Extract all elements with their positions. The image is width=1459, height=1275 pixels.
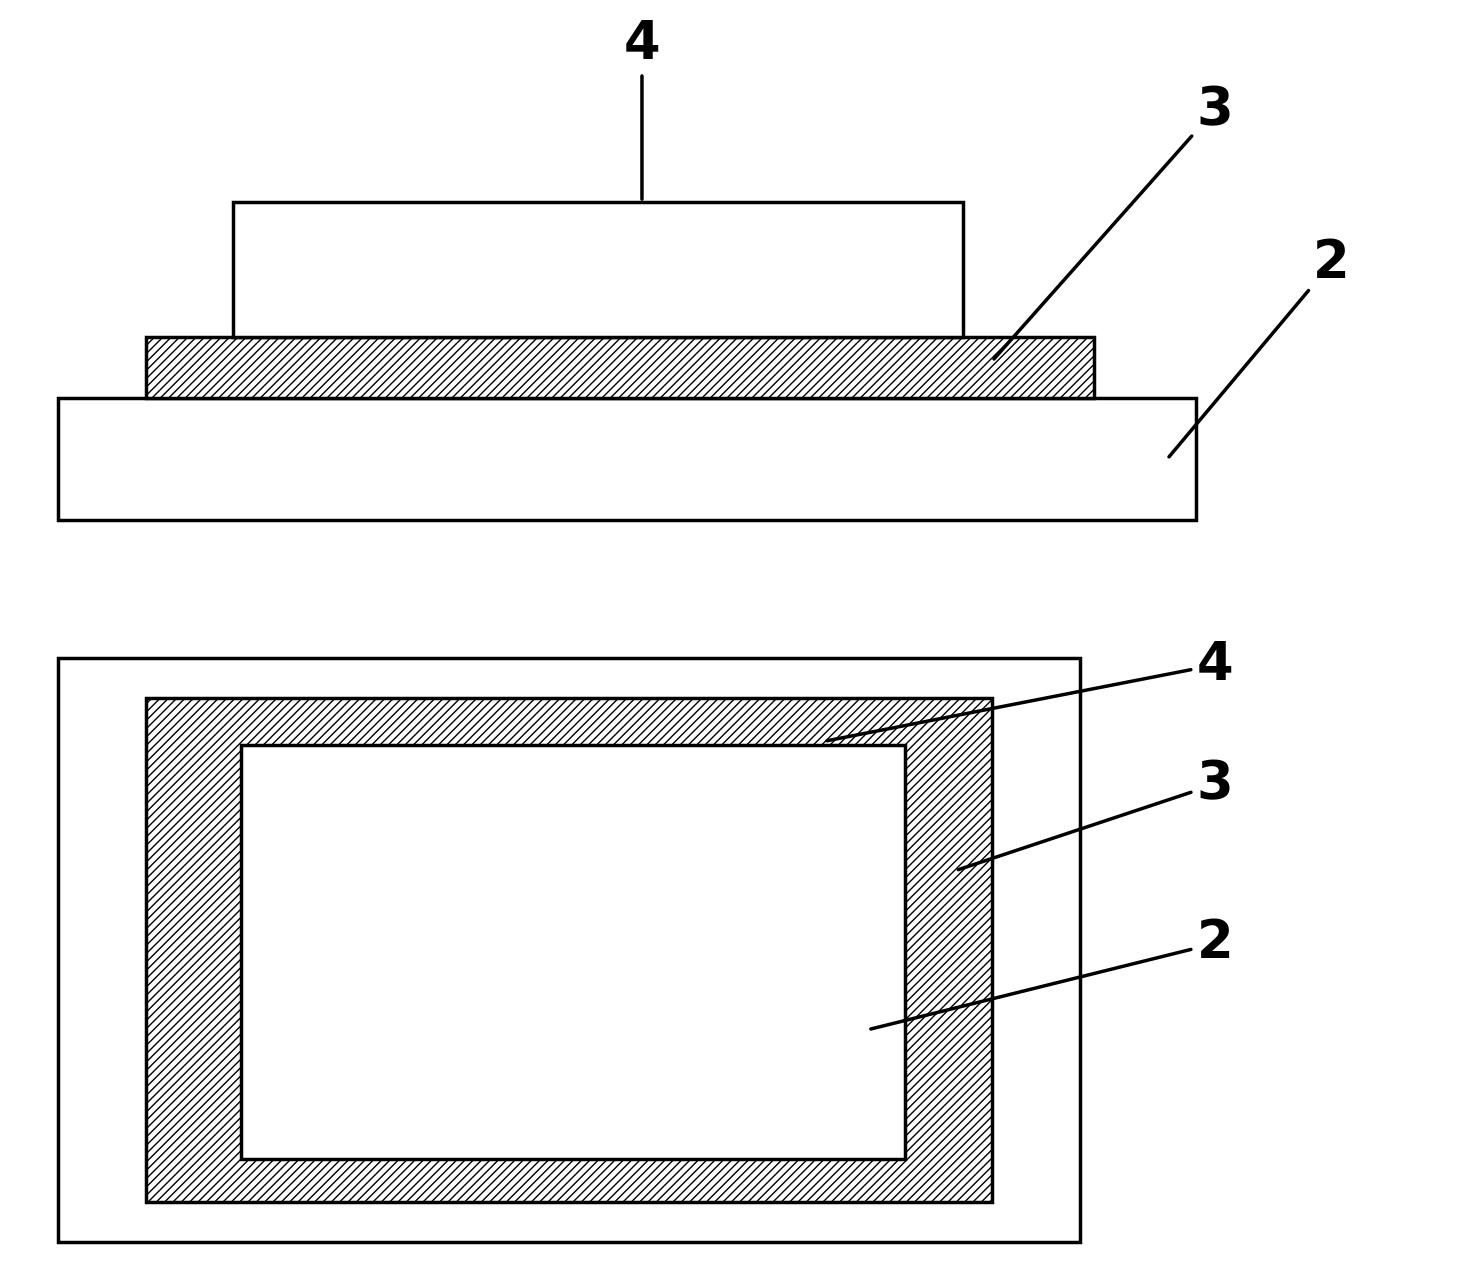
- Bar: [146, 699, 992, 1202]
- Bar: [58, 398, 1196, 520]
- Text: 4: 4: [623, 18, 661, 199]
- Text: 4: 4: [827, 639, 1233, 741]
- Bar: [241, 745, 905, 1159]
- Bar: [146, 337, 1094, 398]
- Text: 3: 3: [959, 759, 1233, 870]
- Bar: [58, 658, 1080, 1242]
- Bar: [233, 201, 963, 337]
- Text: 3: 3: [994, 84, 1233, 360]
- Text: 2: 2: [1169, 237, 1350, 456]
- Text: 2: 2: [871, 918, 1233, 1029]
